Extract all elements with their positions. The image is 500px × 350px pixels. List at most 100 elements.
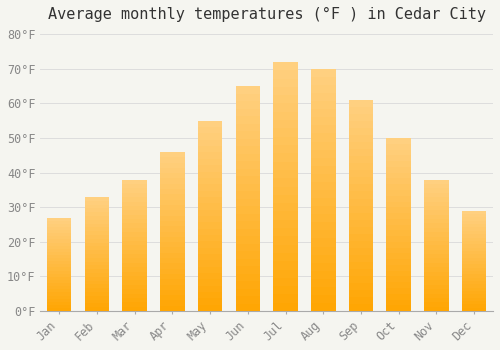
Bar <box>198 184 222 190</box>
Bar <box>84 288 109 292</box>
Bar <box>160 301 184 306</box>
Bar <box>122 202 147 206</box>
Bar <box>386 276 411 282</box>
Bar <box>84 204 109 208</box>
Bar <box>311 85 336 93</box>
Bar <box>348 114 374 121</box>
Bar <box>198 121 222 127</box>
Bar <box>84 201 109 204</box>
Bar <box>311 238 336 246</box>
Bar <box>462 274 486 278</box>
Bar <box>122 215 147 219</box>
Bar <box>198 260 222 267</box>
Bar <box>424 206 448 210</box>
Bar <box>122 241 147 245</box>
Bar <box>424 202 448 206</box>
Bar <box>348 142 374 149</box>
Bar <box>311 117 336 125</box>
Bar <box>160 210 184 216</box>
Bar <box>47 292 72 295</box>
Bar <box>47 305 72 308</box>
Bar <box>462 211 486 214</box>
Bar <box>462 241 486 244</box>
Bar <box>386 155 411 161</box>
Bar <box>160 285 184 290</box>
Bar <box>348 100 374 311</box>
Bar <box>47 299 72 302</box>
Bar <box>236 191 260 198</box>
Bar <box>274 104 298 112</box>
Bar <box>311 279 336 287</box>
Bar <box>274 294 298 303</box>
Bar <box>160 173 184 178</box>
Bar <box>160 247 184 253</box>
Bar <box>311 287 336 295</box>
Bar <box>311 158 336 166</box>
Bar <box>122 280 147 285</box>
Bar <box>462 228 486 231</box>
Bar <box>348 297 374 304</box>
Bar <box>47 246 72 249</box>
Bar <box>198 279 222 286</box>
Bar <box>122 223 147 228</box>
Bar <box>160 216 184 221</box>
Bar <box>236 146 260 154</box>
Bar <box>348 198 374 205</box>
Bar <box>311 174 336 182</box>
Bar <box>47 243 72 246</box>
Bar <box>198 178 222 184</box>
Bar <box>462 301 486 304</box>
Bar <box>424 210 448 215</box>
Bar <box>274 211 298 220</box>
Bar <box>84 269 109 273</box>
Bar <box>236 124 260 131</box>
Bar <box>198 267 222 273</box>
Bar <box>311 101 336 109</box>
Bar <box>424 228 448 232</box>
Bar <box>84 243 109 246</box>
Bar <box>348 269 374 276</box>
Bar <box>386 230 411 236</box>
Bar <box>198 286 222 292</box>
Bar <box>198 197 222 203</box>
Bar <box>386 300 411 305</box>
Bar <box>160 279 184 285</box>
Bar <box>198 140 222 146</box>
Bar <box>160 231 184 237</box>
Bar <box>84 250 109 254</box>
Bar <box>386 288 411 294</box>
Bar <box>84 231 109 235</box>
Bar <box>47 239 72 243</box>
Bar <box>160 258 184 263</box>
Bar <box>348 212 374 219</box>
Bar <box>424 259 448 263</box>
Bar <box>236 169 260 176</box>
Bar <box>47 230 72 233</box>
Bar <box>47 264 72 267</box>
Bar <box>386 161 411 167</box>
Bar <box>274 62 298 311</box>
Bar <box>386 196 411 202</box>
Bar <box>160 263 184 269</box>
Bar <box>386 248 411 253</box>
Bar <box>311 230 336 238</box>
Bar <box>84 285 109 288</box>
Bar <box>386 294 411 300</box>
Bar <box>47 308 72 311</box>
Bar <box>348 241 374 248</box>
Bar <box>198 299 222 305</box>
Bar <box>198 159 222 165</box>
Bar <box>47 227 72 230</box>
Bar <box>311 93 336 101</box>
Bar <box>424 263 448 267</box>
Bar <box>84 235 109 239</box>
Bar <box>274 162 298 170</box>
Bar <box>47 295 72 299</box>
Bar <box>198 146 222 153</box>
Bar <box>47 283 72 286</box>
Bar <box>424 245 448 250</box>
Bar <box>462 251 486 254</box>
Bar <box>122 285 147 289</box>
Bar <box>47 286 72 289</box>
Bar <box>122 206 147 210</box>
